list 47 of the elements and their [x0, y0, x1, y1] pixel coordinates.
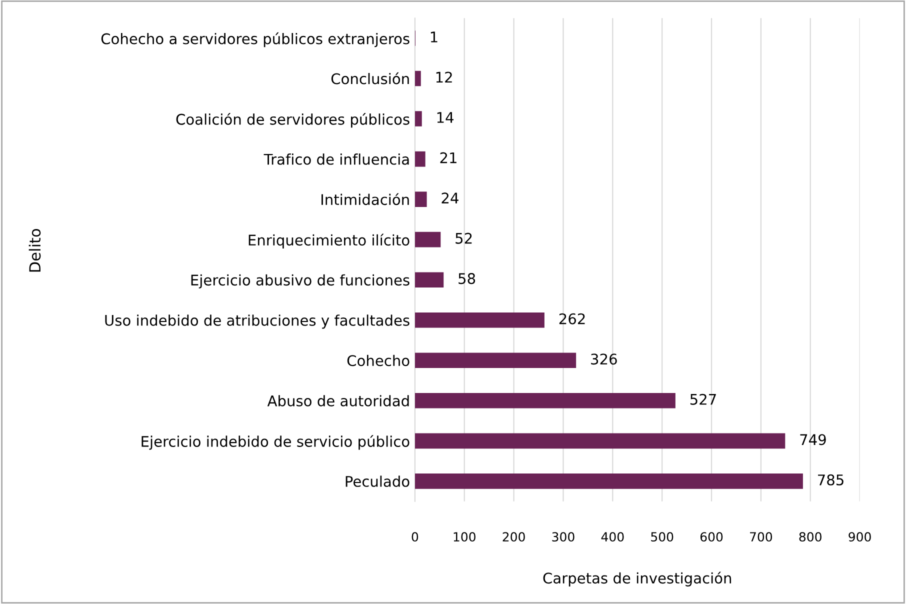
- x-axis-title: Carpetas de investigación: [543, 572, 732, 586]
- y-tick-label: Abuso de autoridad: [267, 395, 409, 406]
- data-label: 262: [559, 313, 585, 324]
- data-label: 326: [591, 354, 617, 365]
- data-label: 12: [436, 72, 452, 83]
- data-label: 749: [800, 434, 826, 446]
- bar: [414, 272, 444, 288]
- x-tick-label: 200: [502, 532, 525, 542]
- bar: [414, 312, 544, 328]
- bar: [414, 232, 441, 248]
- y-tick-label: Trafico de influencia: [264, 154, 409, 165]
- y-tick-label: Uso indebido de atribuciones y facultades: [105, 314, 410, 329]
- y-tick-label: Ejercicio indebido de servicio público: [142, 435, 410, 450]
- data-label: 58: [458, 273, 476, 284]
- bar: [414, 433, 786, 449]
- bar: [414, 111, 422, 126]
- data-label: 1: [430, 32, 438, 42]
- data-label: 14: [437, 112, 454, 123]
- data-label: 527: [690, 394, 716, 405]
- x-tick-label: 400: [601, 532, 624, 542]
- bar: [414, 151, 426, 167]
- y-tick-label: Cohecho a servidores públicos extranjeros: [101, 32, 410, 48]
- bar: [414, 474, 803, 489]
- data-label: 52: [456, 232, 472, 244]
- y-tick-label: Ejercicio abusivo de funciones: [191, 274, 410, 288]
- y-tick-label: Coalición de servidores públicos: [176, 112, 410, 128]
- x-tick-label: 0: [412, 532, 418, 542]
- y-tick-label: Enriquecimiento ilícito: [248, 234, 410, 248]
- x-tick-label: 800: [799, 532, 822, 542]
- y-tick-label: Intimidación: [322, 193, 409, 206]
- y-tick-label: Peculado: [346, 476, 410, 487]
- y-tick-label: Cohecho: [347, 354, 410, 366]
- bar: [414, 192, 427, 207]
- y-tick-label: Conclusión: [331, 72, 409, 84]
- x-tick-label: 700: [750, 532, 772, 542]
- data-label: 785: [818, 474, 844, 486]
- y-axis-title: Delito: [28, 229, 41, 272]
- data-label: 21: [440, 152, 456, 164]
- bar: [414, 393, 676, 408]
- data-label: 24: [442, 192, 458, 204]
- x-tick-label: 500: [651, 532, 674, 542]
- x-tick-label: 300: [552, 532, 574, 542]
- x-tick-label: 100: [454, 532, 476, 542]
- bar: [414, 70, 421, 86]
- x-tick-label: 900: [848, 532, 871, 542]
- bar: [414, 352, 576, 368]
- x-tick-label: 600: [700, 532, 723, 542]
